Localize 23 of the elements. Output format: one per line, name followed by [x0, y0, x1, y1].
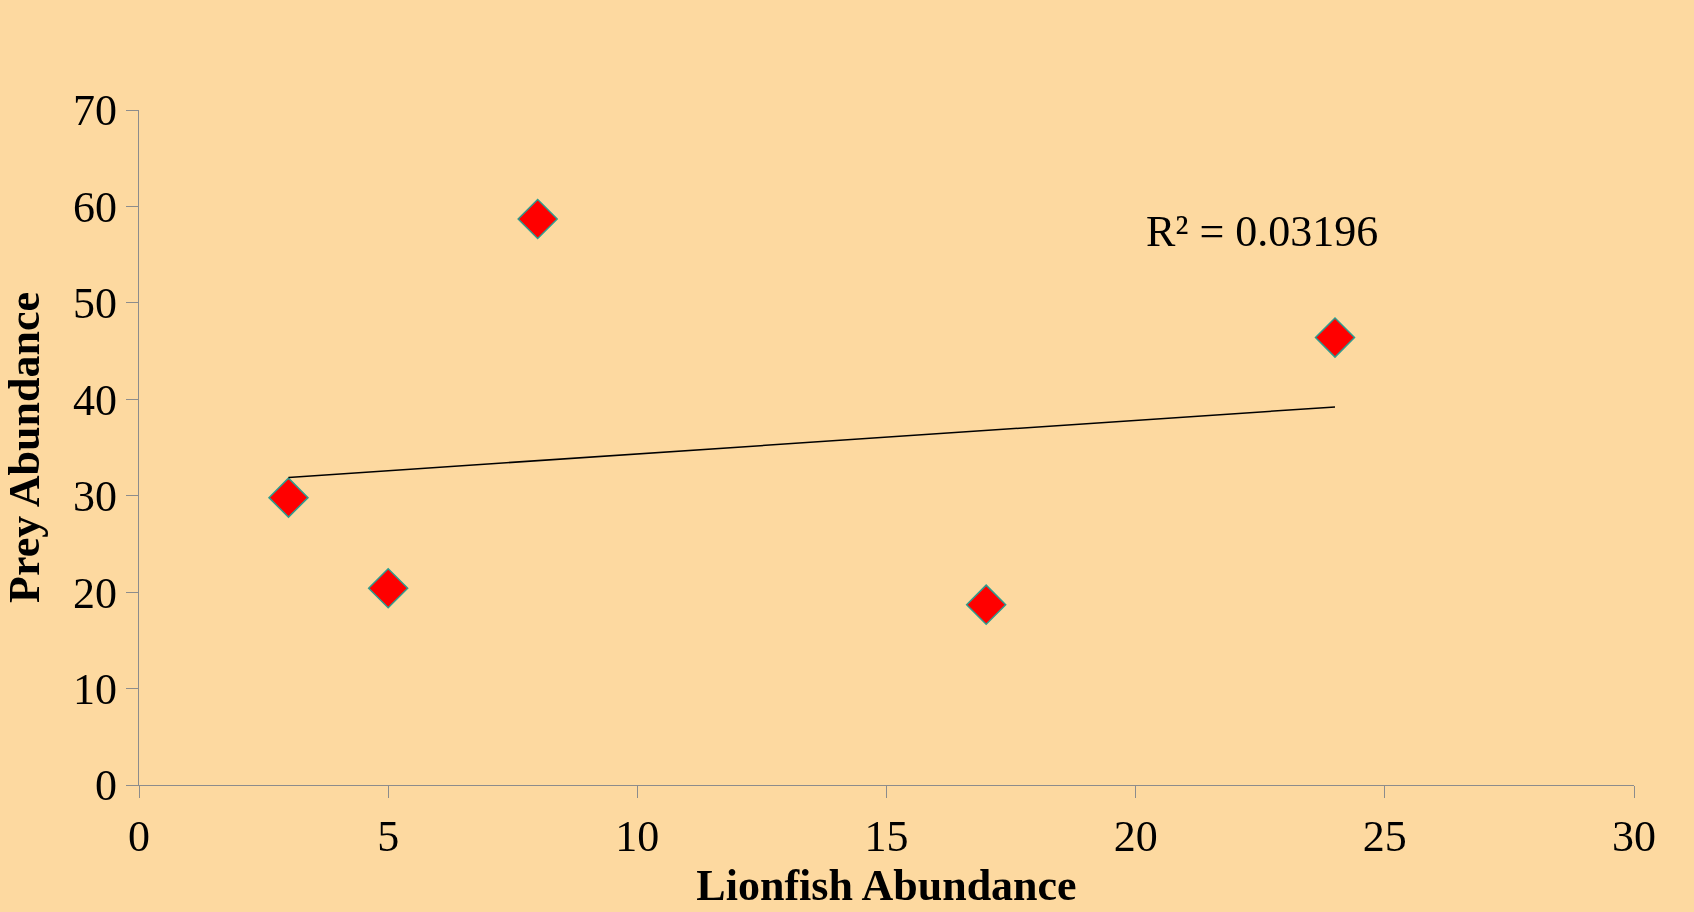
y-tick-label: 70 — [73, 86, 118, 136]
x-tick-label: 25 — [1362, 811, 1407, 861]
y-tick-label: 40 — [73, 375, 118, 425]
x-tick-label: 0 — [128, 811, 150, 861]
point — [367, 568, 409, 609]
y-tick-label: 20 — [73, 568, 118, 618]
x-axis-title: Lionfish Abundance — [696, 860, 1077, 910]
x-tick-label: 5 — [377, 811, 400, 861]
y-tick-label: 0 — [95, 761, 118, 811]
annotation: R² = 0.03196 — [1146, 207, 1379, 256]
y-tick-label: 10 — [73, 664, 118, 714]
y-tick-label: 30 — [73, 472, 118, 522]
y-axis-title: Prey Abundance — [0, 292, 49, 603]
y-tick-label: 60 — [73, 182, 118, 232]
x-tick-label: 30 — [1612, 811, 1656, 861]
point — [965, 584, 1007, 625]
y-tick-label: 50 — [73, 279, 118, 329]
point — [268, 477, 309, 518]
point — [517, 198, 558, 240]
x-tick-label: 20 — [1113, 811, 1158, 861]
x-tick-label: 10 — [615, 811, 660, 861]
point — [1314, 317, 1356, 358]
x-tick-label: 15 — [864, 811, 909, 861]
